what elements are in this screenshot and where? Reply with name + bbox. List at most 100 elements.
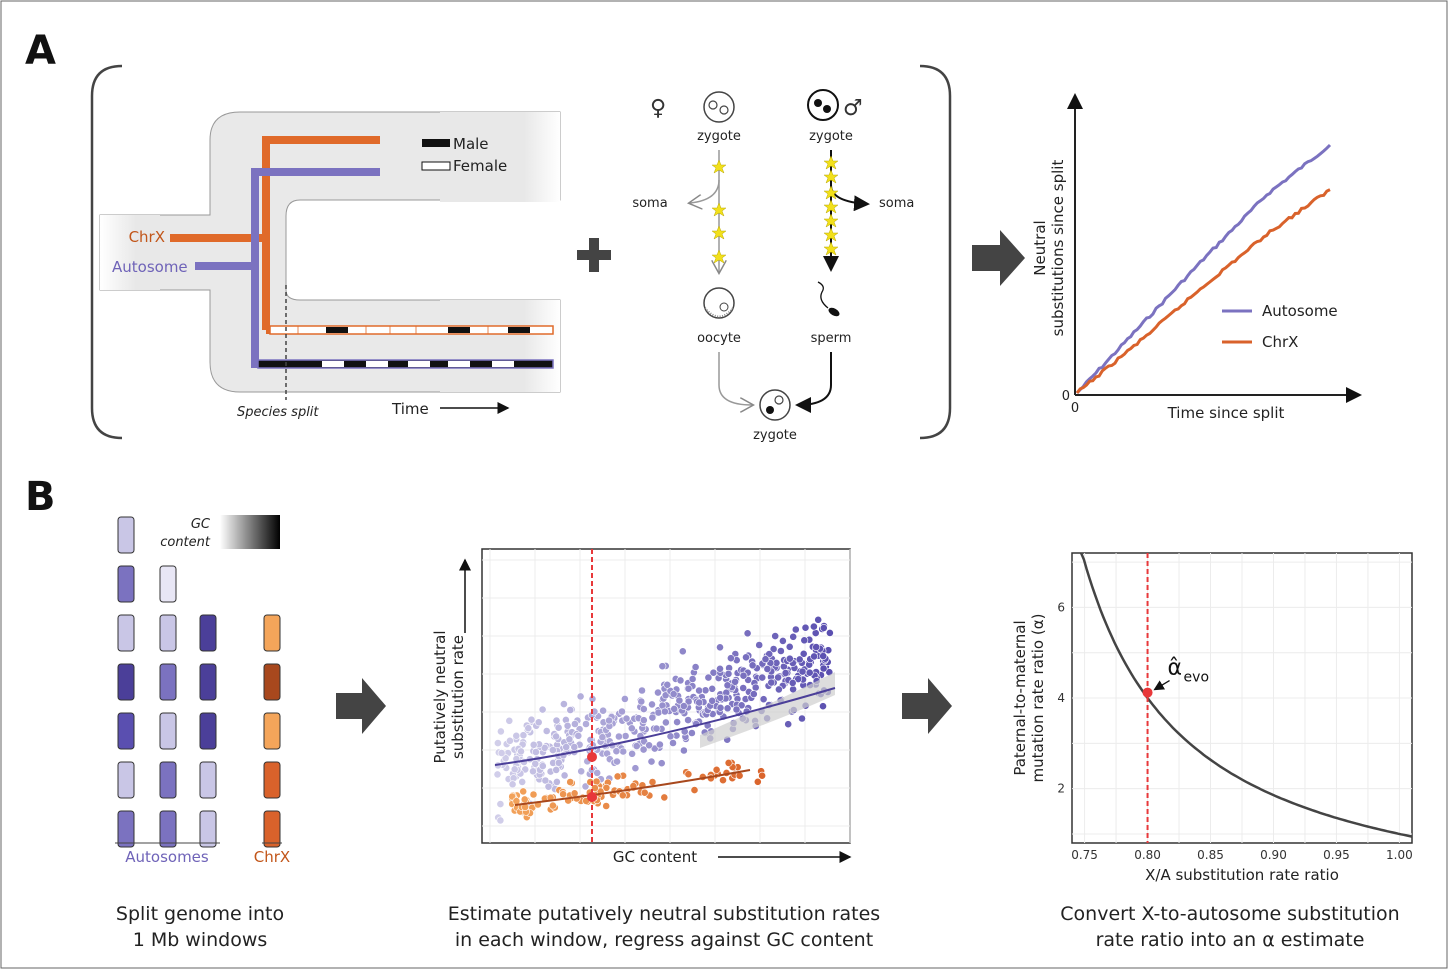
- autosome-point: [524, 724, 533, 733]
- autosome-point: [598, 733, 607, 742]
- chrx-point: [591, 784, 599, 792]
- autosome-point: [789, 632, 798, 641]
- autosome-point: [688, 729, 696, 737]
- autosome-point: [811, 629, 820, 637]
- lineage-diagram: [99, 111, 561, 400]
- autosome-point: [673, 718, 681, 726]
- genome-window: [117, 663, 135, 701]
- autosome-point: [784, 720, 793, 729]
- autosome-point: [497, 749, 506, 757]
- autosome-point: [723, 704, 732, 713]
- autosome-point: [621, 695, 629, 703]
- autosome-point: [654, 708, 663, 717]
- sperm-to-zygote-arrow: [795, 352, 832, 413]
- genome-window: [159, 663, 177, 701]
- gc-legend-line1: GC: [191, 517, 211, 532]
- autosome-point: [538, 762, 547, 770]
- genome-window: [199, 810, 217, 848]
- autosome-point: [819, 664, 828, 673]
- autosome-point: [529, 767, 537, 776]
- chrx-point: [712, 765, 721, 774]
- autosome-point: [769, 645, 778, 653]
- autosome-point: [716, 693, 725, 702]
- autosome-point: [695, 686, 703, 695]
- gc-gradient-legend: [220, 515, 280, 549]
- caption-right-2: rate ratio into an α estimate: [1096, 929, 1365, 951]
- autosome-point: [785, 654, 794, 663]
- autosome-point: [562, 743, 571, 751]
- chart1-legend-autosome: Autosome: [1262, 302, 1338, 320]
- genome-window: [199, 712, 217, 750]
- autosome-point: [621, 732, 630, 740]
- autosome-point: [759, 695, 768, 704]
- chrx-windows-label: ChrX: [254, 848, 290, 866]
- caption-left-2: 1 Mb windows: [133, 929, 268, 951]
- autosome-point: [779, 637, 787, 645]
- autosome-point: [761, 655, 770, 664]
- autosome-point: [656, 740, 664, 749]
- autosome-point: [814, 615, 823, 624]
- female-legend-swatch: [421, 161, 451, 171]
- chart3-x-tick: 1.00: [1386, 848, 1413, 862]
- autosome-point: [798, 667, 807, 676]
- chrx-point: [570, 789, 579, 798]
- male-legend-label: Male: [453, 135, 489, 153]
- genome-window: [199, 663, 217, 701]
- alpha-hat-label: α̂: [1168, 656, 1183, 681]
- genome-window: [263, 761, 281, 799]
- chrx-point: [690, 786, 699, 794]
- autosome-point: [739, 684, 748, 692]
- autosome-point: [554, 758, 563, 767]
- autosome-point: [593, 769, 602, 777]
- chrx-generation-track: [269, 325, 554, 335]
- autosome-point: [534, 718, 543, 727]
- autosome-point: [777, 647, 785, 655]
- autosome-point: [628, 749, 636, 758]
- male-soma-arrow: [830, 184, 870, 212]
- autosome-point: [669, 690, 678, 698]
- caption-right-1: Convert X-to-autosome substitution: [1060, 903, 1399, 925]
- genome-window: [117, 712, 135, 750]
- autosome-point: [663, 680, 672, 689]
- autosome-point: [785, 642, 794, 651]
- chart3-y-tick: 4: [1057, 691, 1065, 705]
- autosome-generation-track: [257, 359, 554, 369]
- autosome-point: [812, 643, 821, 651]
- genome-window: [263, 810, 281, 848]
- chrx-point: [602, 783, 611, 792]
- chrx-point: [549, 801, 557, 810]
- germline-diagram: ♀ zygote soma oocyte ♂ zygot: [632, 89, 914, 443]
- autosome-point: [810, 652, 818, 661]
- genome-window: [117, 614, 135, 652]
- chrx-point: [592, 777, 601, 786]
- autosome-point: [704, 673, 713, 682]
- genome-window: [159, 712, 177, 750]
- autosome-point: [493, 770, 502, 779]
- chart1-ylabel-line1: Neutral: [1031, 220, 1049, 275]
- chart3-y-tick: 2: [1057, 782, 1065, 796]
- chart1-series-group: [1075, 143, 1332, 395]
- autosome-point: [517, 747, 525, 756]
- autosome-point: [552, 766, 561, 774]
- autosome-point: [669, 739, 677, 747]
- caption-left-1: Split genome into: [116, 903, 284, 925]
- autosome-point: [676, 676, 685, 685]
- autosome-point: [680, 746, 688, 755]
- panel-b-arrow-1: [336, 678, 386, 734]
- autosome-point: [781, 669, 790, 677]
- autosome-point: [799, 649, 808, 658]
- autosome-point: [554, 723, 563, 732]
- autosome-point: [684, 697, 693, 706]
- chrx-point: [660, 793, 669, 802]
- autosome-point: [518, 778, 527, 786]
- plus-sign: [577, 238, 611, 272]
- alpha-estimate-point: [1142, 687, 1153, 698]
- substitutions-chart: 0 0 Time since split Neutral substitutio…: [1031, 93, 1362, 422]
- autosome-point: [563, 721, 572, 730]
- autosome-point: [632, 742, 641, 750]
- autosome-point: [657, 759, 666, 768]
- chrx-point: [648, 778, 657, 786]
- autosome-point: [542, 727, 551, 735]
